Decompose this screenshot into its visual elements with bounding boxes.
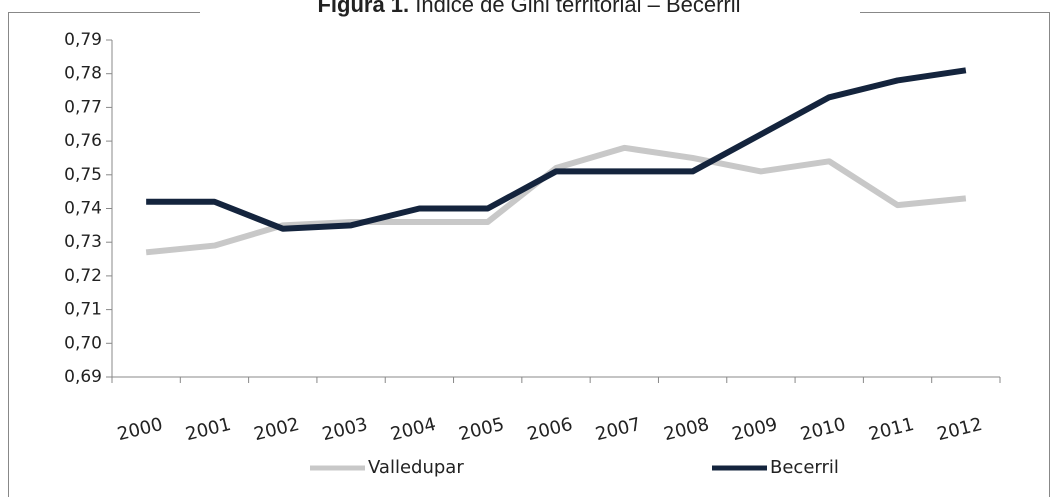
x-tick-label: 2001 (184, 414, 234, 445)
series-line (145, 144, 967, 256)
title-text: Índice de Gini territorial – Becerril (415, 0, 740, 17)
y-tick-label: 0,73 (64, 232, 102, 252)
x-tick-label: 2007 (593, 414, 643, 445)
y-tick-label: 0,74 (64, 199, 102, 219)
x-tick-label: 2003 (320, 414, 370, 445)
series-line (146, 67, 967, 232)
x-tick-label: 2002 (252, 414, 302, 445)
x-tick-label: 2011 (867, 414, 917, 445)
y-tick-label: 0,77 (64, 97, 102, 117)
y-tick-label: 0,72 (64, 266, 102, 286)
y-tick-label: 0,69 (64, 367, 102, 387)
x-tick-label: 2004 (388, 414, 438, 445)
x-tick-label: 2006 (525, 414, 575, 445)
legend-label: Valledupar (368, 457, 464, 478)
y-tick-label: 0,79 (64, 30, 102, 50)
y-tick-label: 0,76 (64, 131, 102, 151)
y-tick-label: 0,71 (64, 300, 102, 320)
y-tick-label: 0,75 (64, 165, 102, 185)
title-backdrop (200, 0, 860, 20)
legend-label: Becerril (770, 457, 839, 478)
y-tick-label: 0,70 (64, 333, 102, 353)
x-tick-label: 2000 (115, 414, 165, 445)
x-tick-label: 2009 (730, 414, 780, 445)
x-tick-label: 2005 (457, 414, 507, 445)
y-tick-label: 0,78 (64, 64, 102, 84)
x-tick-label: 2010 (798, 414, 848, 445)
x-tick-label: 2008 (662, 414, 712, 445)
title-label: Figura 1. (317, 0, 409, 17)
chart-title: Figura 1. Índice de Gini territorial – B… (317, 0, 740, 17)
x-tick-label: 2012 (935, 414, 985, 445)
